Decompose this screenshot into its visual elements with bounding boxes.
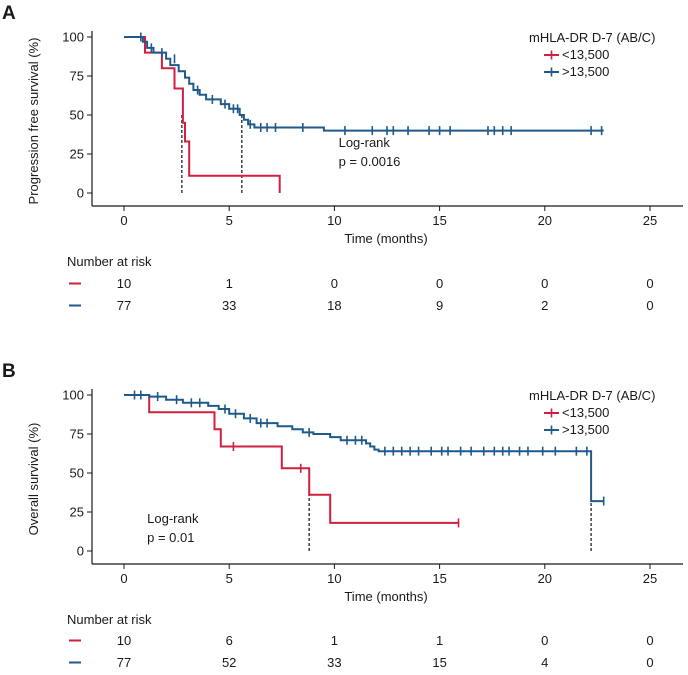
x-tick-label: 20 <box>538 213 552 228</box>
risk-count: 9 <box>436 298 443 313</box>
y-tick-label: 50 <box>70 108 84 123</box>
legend-title: mHLA-DR D-7 (AB/C) <box>529 30 655 45</box>
x-axis-title: Time (months) <box>344 231 427 246</box>
risk-count: 1 <box>436 633 443 648</box>
x-tick-label: 10 <box>327 213 341 228</box>
x-tick-label: 0 <box>120 571 127 586</box>
series-line-1 <box>124 36 604 132</box>
annotation-line: Log-rank <box>147 511 199 526</box>
risk-count: 0 <box>646 298 653 313</box>
y-tick-label: 50 <box>70 466 84 481</box>
y-tick-label: 0 <box>77 544 84 559</box>
y-tick-label: 75 <box>70 427 84 442</box>
y-axis-title: Progression free survival (%) <box>26 38 41 205</box>
risk-table-title: Number at risk <box>67 254 152 269</box>
risk-count: 0 <box>541 276 548 291</box>
risk-table-title: Number at risk <box>67 612 152 627</box>
legend-label: <13,500 <box>562 47 609 62</box>
x-tick-label: 25 <box>643 213 657 228</box>
y-tick-label: 100 <box>62 30 84 45</box>
risk-count: 10 <box>117 633 131 648</box>
risk-count: 6 <box>226 633 233 648</box>
x-tick-label: 20 <box>538 571 552 586</box>
risk-count: 52 <box>222 655 236 670</box>
x-tick-label: 10 <box>327 571 341 586</box>
series-line-0 <box>124 36 281 193</box>
series-line-0 <box>124 394 459 524</box>
x-tick-label: 15 <box>432 571 446 586</box>
risk-count: 15 <box>432 655 446 670</box>
risk-count: 2 <box>541 298 548 313</box>
y-tick-label: 75 <box>70 69 84 84</box>
x-axis-title: Time (months) <box>344 589 427 604</box>
risk-count: 0 <box>541 633 548 648</box>
risk-count: 0 <box>646 633 653 648</box>
risk-count: 1 <box>331 633 338 648</box>
risk-count: 33 <box>327 655 341 670</box>
panel-letter: A <box>2 3 16 24</box>
risk-count: 4 <box>541 655 548 670</box>
risk-count: 33 <box>222 298 236 313</box>
x-tick-label: 25 <box>643 571 657 586</box>
x-tick-label: 5 <box>226 571 233 586</box>
legend-title: mHLA-DR D-7 (AB/C) <box>529 388 655 403</box>
legend-label: >13,500 <box>562 422 609 437</box>
risk-count: 0 <box>436 276 443 291</box>
risk-count: 10 <box>117 276 131 291</box>
x-tick-label: 0 <box>120 213 127 228</box>
risk-count: 0 <box>646 655 653 670</box>
x-tick-label: 5 <box>226 213 233 228</box>
risk-count: 77 <box>117 298 131 313</box>
risk-count: 18 <box>327 298 341 313</box>
annotation-line: p = 0.01 <box>147 530 194 545</box>
y-tick-label: 25 <box>70 147 84 162</box>
risk-count: 0 <box>646 276 653 291</box>
y-tick-label: 100 <box>62 388 84 403</box>
y-tick-label: 0 <box>77 186 84 201</box>
panel-letter: B <box>2 361 16 382</box>
annotation-line: Log-rank <box>339 135 391 150</box>
y-tick-label: 25 <box>70 505 84 520</box>
risk-count: 0 <box>331 276 338 291</box>
series-line-1 <box>124 394 604 503</box>
x-tick-label: 15 <box>432 213 446 228</box>
risk-count: 77 <box>117 655 131 670</box>
legend-label: <13,500 <box>562 405 609 420</box>
legend-label: >13,500 <box>562 64 609 79</box>
annotation-line: p = 0.0016 <box>339 154 401 169</box>
risk-count: 1 <box>226 276 233 291</box>
y-axis-title: Overall survival (%) <box>26 423 41 536</box>
